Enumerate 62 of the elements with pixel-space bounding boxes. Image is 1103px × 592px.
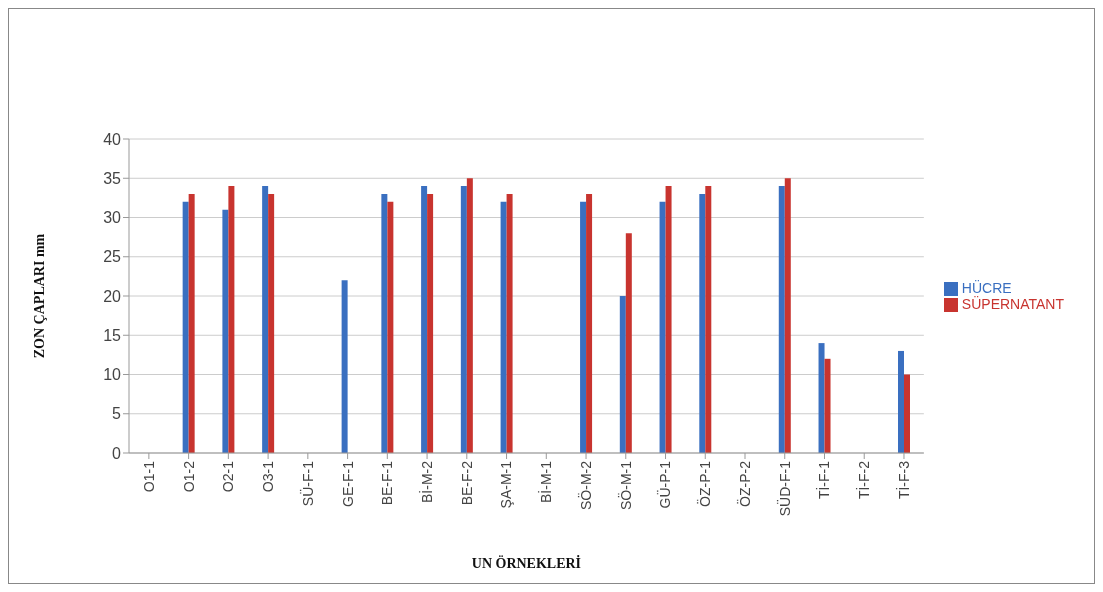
y-axis-title: ZON ÇAPLARI mm — [31, 233, 47, 359]
bar — [262, 186, 269, 453]
bar — [188, 193, 195, 453]
y-tick-label: 10 — [103, 366, 122, 384]
bar — [586, 193, 593, 453]
bar — [659, 201, 666, 453]
bar — [699, 193, 706, 453]
x-tick-label: Tİ-F-1 — [815, 460, 833, 500]
bar — [625, 233, 632, 453]
bar — [818, 343, 825, 453]
x-tick-label: O3-1 — [260, 460, 277, 493]
y-tick-label: 20 — [103, 287, 122, 305]
y-tick-label: 35 — [103, 169, 122, 187]
bar — [904, 374, 911, 453]
x-tick-label: ŞA-M-1 — [498, 460, 515, 509]
bar — [466, 178, 473, 453]
bar — [387, 201, 394, 453]
bar — [427, 193, 434, 453]
bar — [460, 186, 467, 453]
bar — [500, 201, 507, 453]
x-tick-label: ÖZ-P-1 — [696, 460, 714, 507]
bar — [898, 350, 905, 453]
bar — [824, 358, 831, 453]
x-tick-label: BE-F-2 — [458, 460, 475, 506]
x-tick-label: SÜD-F-1 — [775, 460, 793, 517]
x-tick-label: Bİ-M-2 — [418, 460, 436, 503]
x-tick-label: GE-F-1 — [339, 460, 356, 507]
x-tick-label: ÖZ-P-2 — [735, 460, 753, 507]
bar — [705, 186, 712, 453]
bar — [784, 178, 791, 453]
x-tick-label: O2-1 — [220, 460, 237, 493]
bar — [506, 193, 513, 453]
x-tick-label: Tİ-F-2 — [855, 460, 873, 500]
x-tick-label: GÜ-P-1 — [656, 460, 674, 509]
y-tick-label: 40 — [103, 130, 122, 148]
bar — [665, 186, 672, 453]
legend-label: SÜPERNATANT — [961, 296, 1064, 312]
bar — [222, 209, 229, 453]
y-tick-label: 0 — [112, 444, 122, 462]
bar — [228, 186, 235, 453]
y-tick-label: 15 — [103, 326, 122, 344]
y-tick-label: 25 — [103, 248, 122, 266]
bar — [182, 201, 189, 453]
bar — [778, 186, 785, 453]
x-tick-label: SÖ-M-2 — [576, 460, 594, 510]
x-tick-label: SÜ-F-1 — [298, 460, 316, 507]
x-tick-label: Bİ-M-1 — [537, 460, 555, 503]
x-axis-title: UN ÖRNEKLERİ — [471, 555, 582, 571]
legend-label: HÜCRE — [961, 279, 1012, 296]
y-tick-label: 30 — [103, 209, 122, 227]
bar — [580, 201, 587, 453]
bar — [619, 296, 626, 453]
x-tick-label: BE-F-1 — [379, 460, 396, 506]
bar — [268, 193, 275, 453]
x-tick-label: O1-1 — [140, 460, 157, 493]
x-tick-label: O1-2 — [180, 460, 197, 493]
bar — [421, 186, 428, 453]
bar — [341, 280, 348, 453]
bar — [381, 193, 388, 453]
x-tick-label: SÖ-M-1 — [616, 460, 634, 510]
y-tick-label: 5 — [112, 405, 122, 423]
x-tick-label: Tİ-F-3 — [894, 460, 912, 500]
